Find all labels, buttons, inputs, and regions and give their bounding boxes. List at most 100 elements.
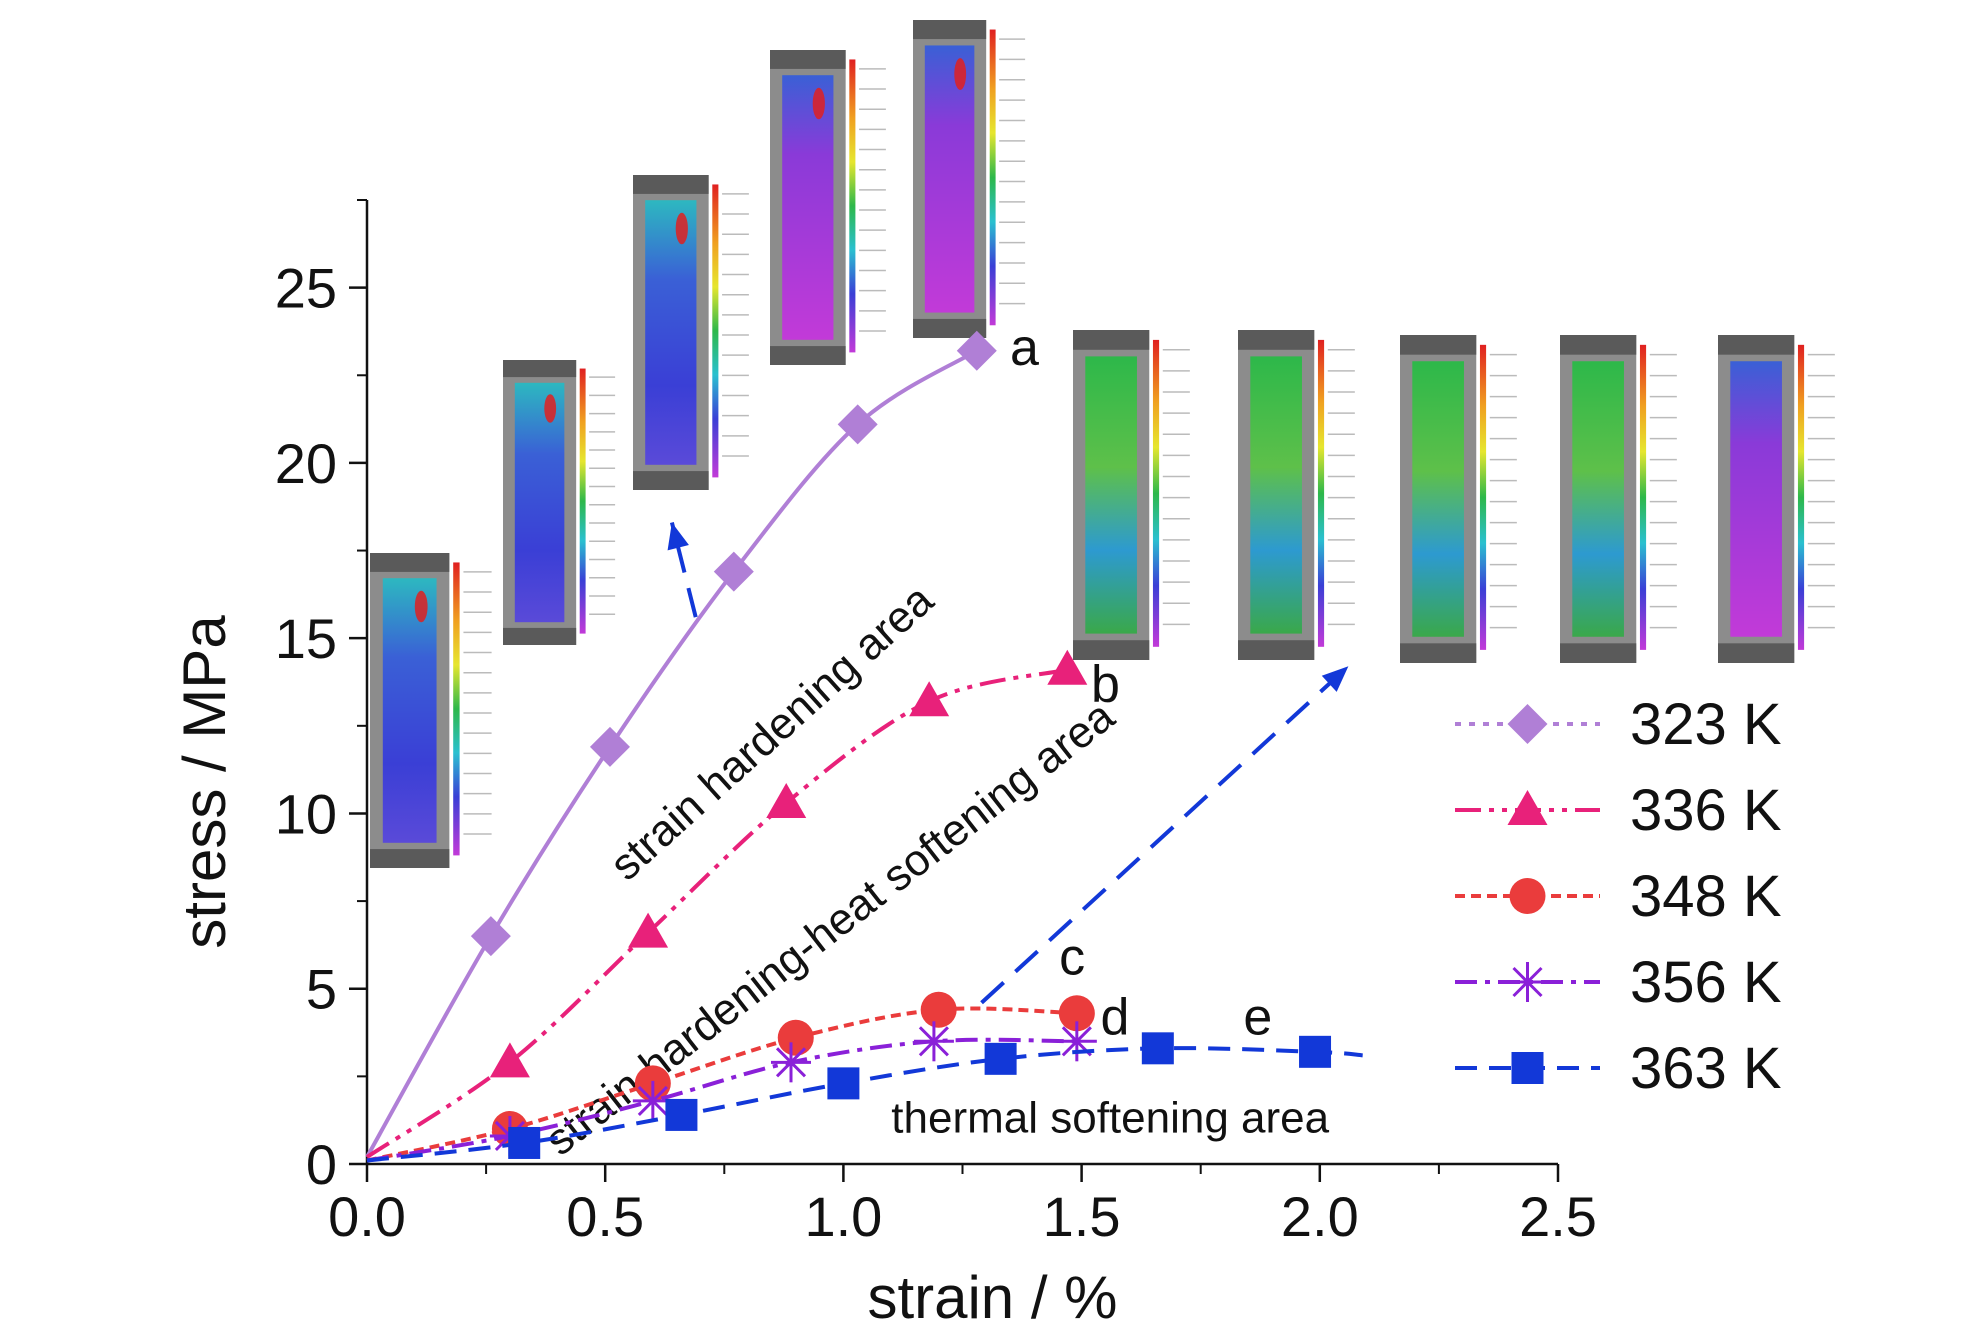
curve-label: c (1059, 929, 1085, 987)
legend-item: 323 K (1455, 692, 1782, 757)
legend-item: 336 K (1455, 778, 1782, 843)
data-point (589, 726, 630, 767)
data-series: a b cd e (365, 319, 1363, 1163)
series-336-k (365, 649, 1088, 1159)
color-scale-bar (1317, 339, 1325, 647)
color-scale-bar (1479, 344, 1487, 650)
specimen-grip-bottom (1238, 640, 1315, 660)
series-363-k (366, 1032, 1363, 1163)
specimen-grip-bottom (370, 849, 450, 868)
y-tick-label: 15 (275, 607, 337, 670)
dic-inset-image (503, 360, 620, 645)
data-point (956, 330, 997, 371)
color-scale-bar (579, 368, 586, 634)
specimen-grip-top (633, 175, 709, 194)
legend-marker (1507, 790, 1548, 825)
arrow-head (667, 522, 689, 551)
strain-field (782, 75, 834, 340)
x-tick-label: 1.5 (1043, 1185, 1121, 1248)
y-tick-label: 0 (306, 1133, 337, 1196)
data-point (489, 1042, 530, 1078)
strain-field (1085, 356, 1137, 634)
data-point (766, 782, 807, 818)
data-point (1299, 1035, 1332, 1068)
strain-field (1412, 361, 1464, 637)
data-point (628, 912, 669, 948)
legend-label: 363 K (1630, 1036, 1782, 1101)
strain-hotspot (414, 590, 428, 623)
data-point (470, 916, 511, 957)
specimen-grip-top (370, 553, 450, 572)
data-point (920, 991, 957, 1028)
dic-inset-images (370, 20, 1840, 868)
series-line (366, 1046, 1363, 1163)
strain-hotspot (812, 87, 825, 120)
dic-inset-image (913, 20, 1030, 338)
scale-bar-background (1487, 344, 1522, 650)
y-axis-title: stress / MPa (171, 615, 238, 949)
legend-label: 336 K (1630, 778, 1782, 843)
color-scale-bar (1639, 344, 1647, 650)
strain-hotspot (954, 58, 967, 90)
strain-field (645, 200, 697, 465)
legend-marker (1507, 704, 1548, 744)
specimen-grip-bottom (770, 346, 846, 365)
dic-inset-image (770, 50, 891, 365)
x-tick-label: 2.5 (1519, 1185, 1597, 1248)
scale-bar-background (460, 562, 497, 856)
area-annotation: thermal softening area (891, 1093, 1329, 1142)
dashed-arrow-line (669, 522, 698, 618)
dashed-arrow-line (980, 664, 1350, 1005)
asterisk-stroke (918, 1026, 949, 1057)
data-point (837, 404, 878, 445)
data-point (777, 1019, 814, 1056)
legend-marker (1507, 962, 1548, 1002)
asterisk-stroke (1512, 966, 1543, 998)
specimen-grip-bottom (1073, 640, 1150, 660)
dic-inset-image (1560, 335, 1682, 663)
data-point (1047, 649, 1088, 685)
x-tick-label: 0.0 (328, 1185, 406, 1248)
x-tick-label: 2.0 (1281, 1185, 1359, 1248)
legend-item: 363 K (1455, 1036, 1782, 1101)
data-point (665, 1098, 698, 1131)
legend: 323 K 336 K 348 K 356 K 363 K (1455, 692, 1782, 1101)
data-point (827, 1067, 860, 1100)
strain-field (1730, 361, 1782, 637)
series-323-k (365, 330, 997, 1158)
scale-bar-background (1325, 339, 1360, 647)
asterisk-stroke (775, 1047, 807, 1078)
strain-field (924, 45, 975, 313)
x-tick-label: 0.5 (566, 1185, 644, 1248)
dic-inset-image (370, 553, 497, 868)
y-tick-label: 5 (306, 958, 337, 1021)
strain-field (514, 382, 565, 623)
scale-bar-background (996, 29, 1030, 326)
specimen-grip-bottom (1400, 643, 1477, 663)
color-scale-bar (453, 562, 460, 856)
data-point (770, 1042, 811, 1083)
specimen-grip-top (1560, 335, 1637, 355)
legend-item: 348 K (1455, 864, 1782, 929)
scale-bar-background (1805, 344, 1840, 650)
data-point (913, 1021, 954, 1062)
legend-marker (1509, 878, 1546, 914)
strain-hotspot (675, 212, 688, 245)
dic-inset-image (1238, 330, 1360, 660)
strain-field (1250, 356, 1302, 634)
specimen-grip-top (1073, 330, 1150, 350)
specimen-grip-bottom (1560, 643, 1637, 663)
specimen-grip-bottom (633, 471, 709, 490)
asterisk-stroke (1061, 1026, 1092, 1057)
dic-inset-image (1073, 330, 1195, 660)
curve-label: e (1243, 988, 1272, 1046)
strain-hotspot (544, 394, 557, 423)
data-point (909, 681, 950, 717)
data-point (1141, 1032, 1174, 1065)
legend-item: 356 K (1455, 950, 1782, 1015)
specimen-grip-top (913, 20, 987, 40)
y-tick-label: 25 (275, 257, 337, 320)
dic-inset-image (1718, 335, 1840, 663)
color-scale-bar (1152, 339, 1160, 647)
